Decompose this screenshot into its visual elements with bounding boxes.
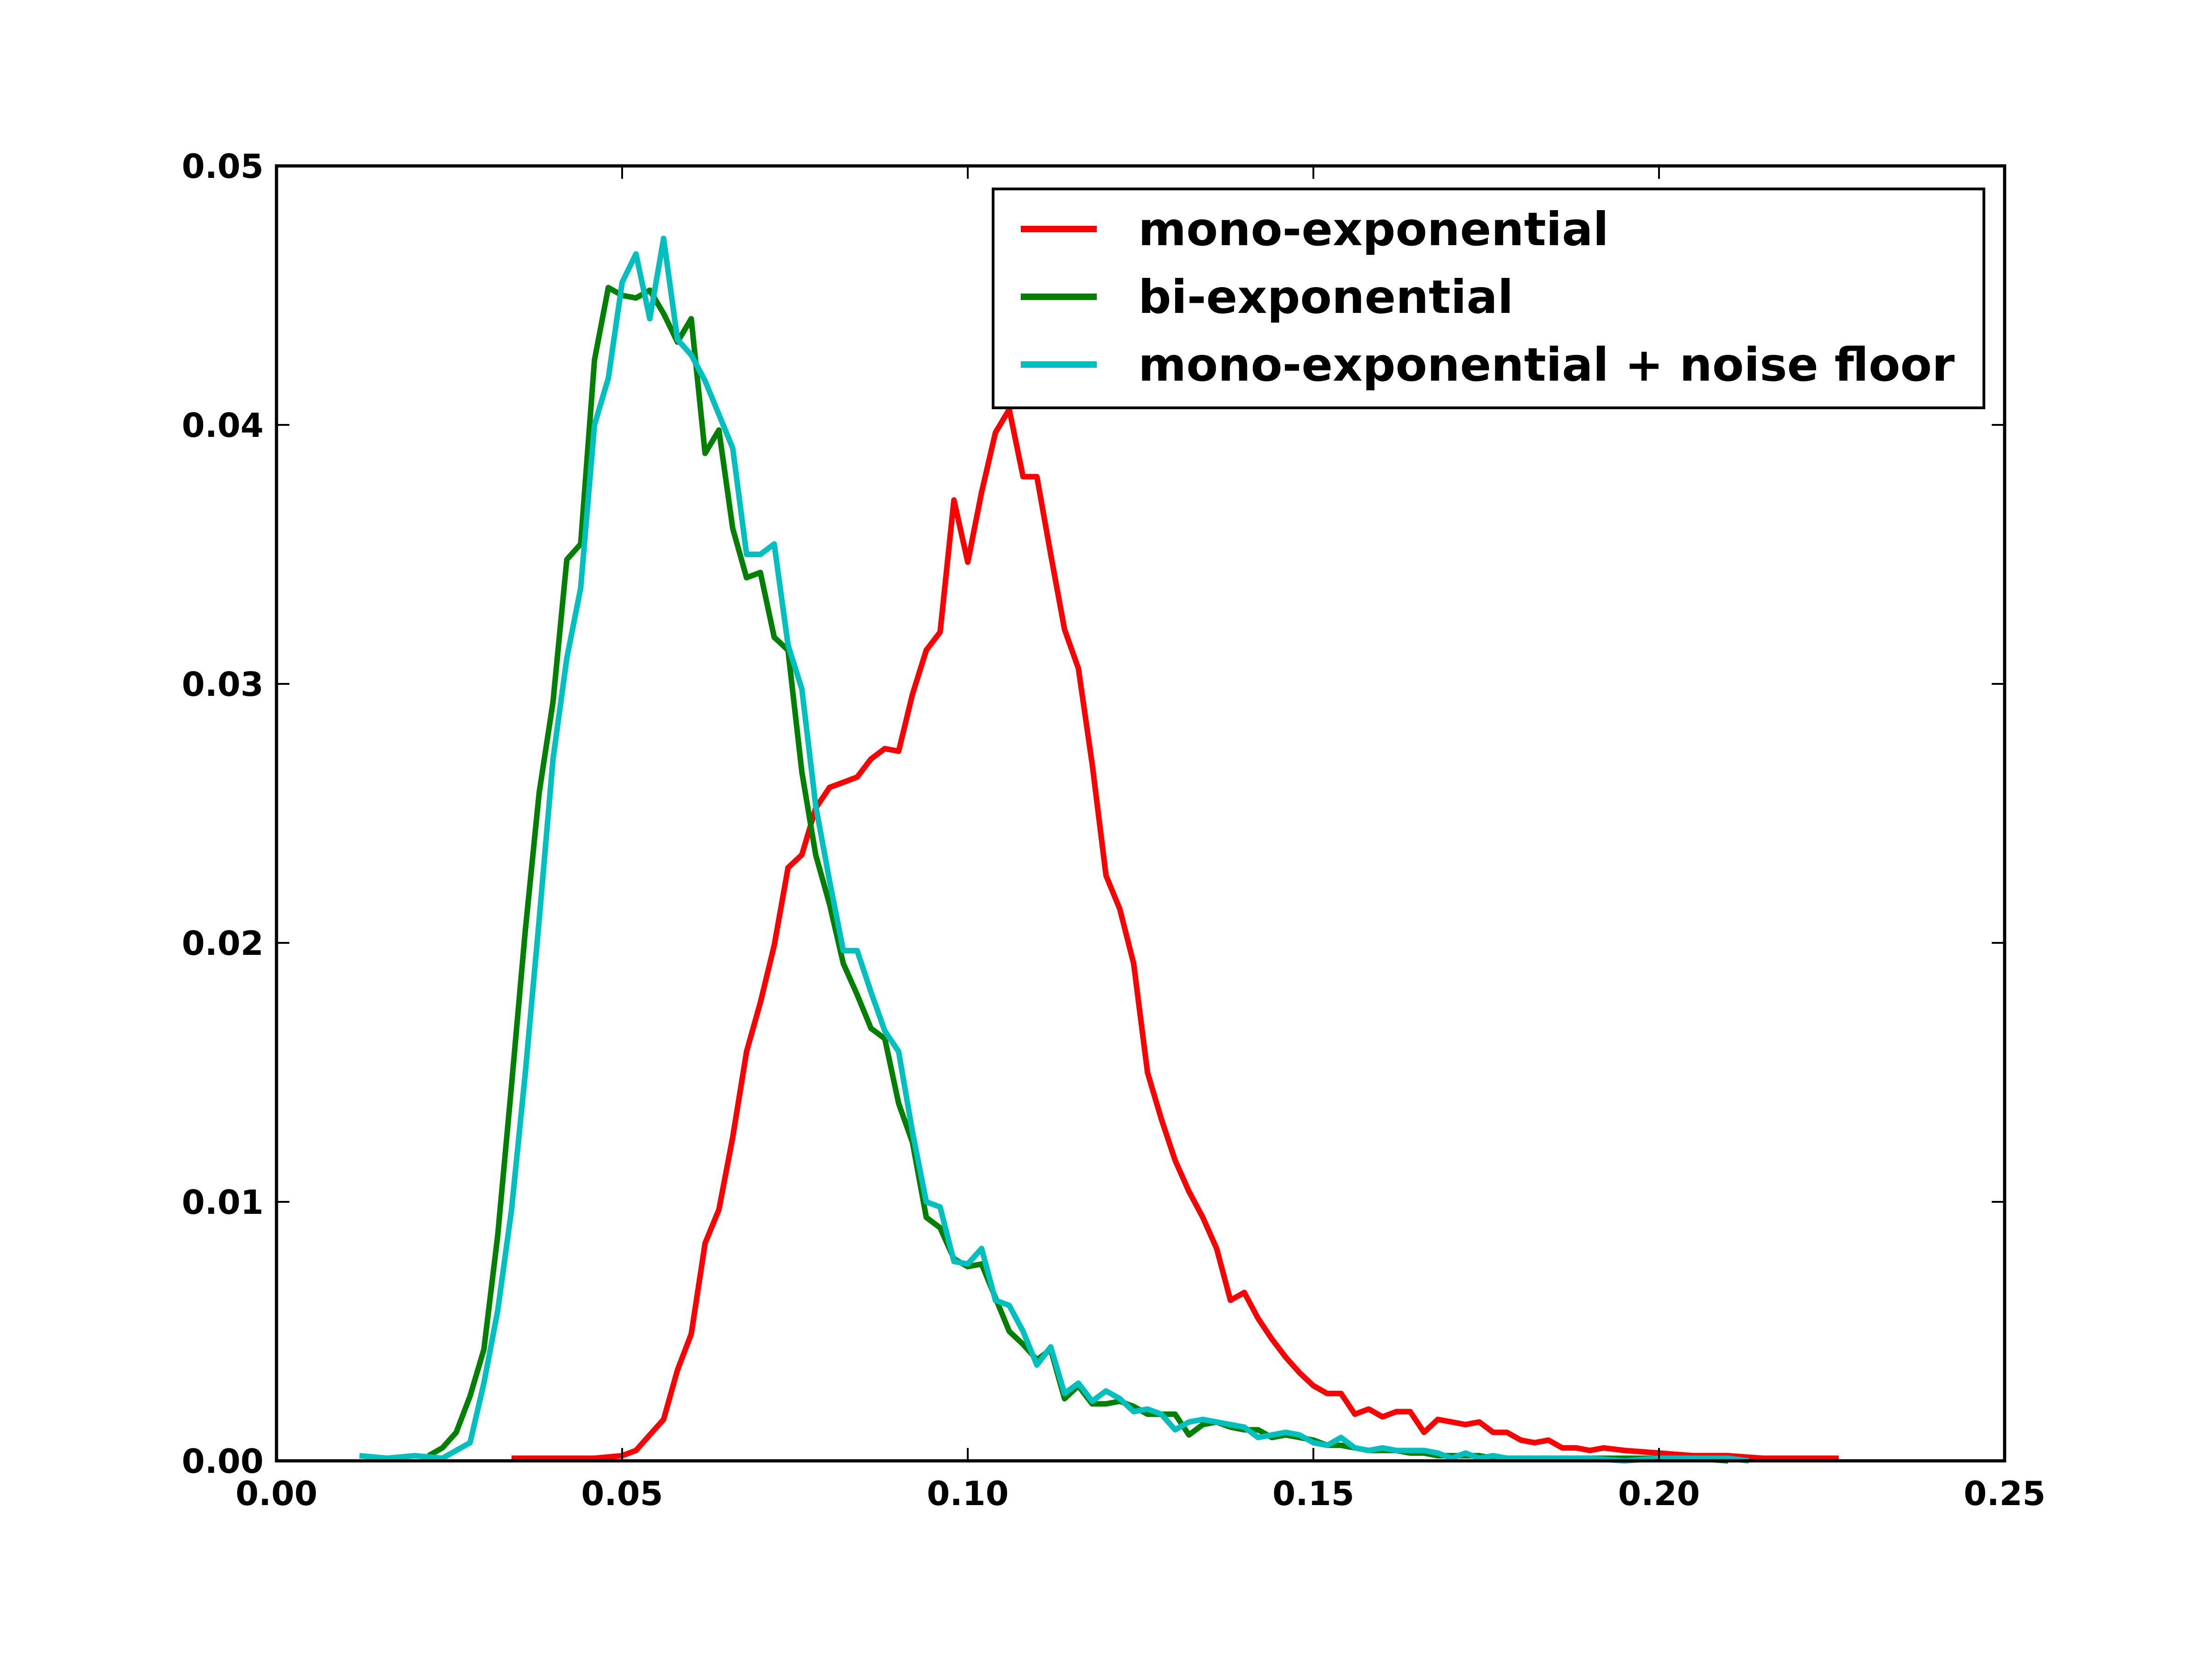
x-tick-label: 0.00 [235,1474,318,1513]
y-tick-label: 0.01 [182,1183,264,1222]
x-tick-label: 0.20 [1618,1474,1700,1513]
x-tick-label: 0.05 [581,1474,663,1513]
ticks-layer: 0.00 0.05 0.10 0.15 0.20 0.25 0.00 0.01 0.02 0.03… [182,147,2045,1513]
series-line-1 [512,406,1839,1461]
x-tick-label: 0.25 [1964,1474,2046,1513]
y-tick-label: 0.00 [182,1442,264,1481]
y-tick-label: 0.05 [182,147,264,186]
legend: mono-exponential bi-exponential mono-expon… [992,188,1985,409]
y-tick-label: 0.04 [182,406,264,445]
series-layer [359,235,1839,1464]
y-tick-label: 0.02 [182,924,264,963]
x-tick-label: 0.10 [927,1474,1009,1513]
legend-box [992,188,1985,409]
legend-label: mono-exponential + noise floor [1138,338,1955,392]
series-line-3 [359,235,1749,1464]
y-tick-label: 0.03 [182,665,264,704]
legend-label: mono-exponential [1138,202,1609,256]
plot-frame [275,164,2006,1463]
x-tick-label: 0.15 [1272,1474,1354,1513]
legend-label: bi-exponential [1138,270,1513,324]
